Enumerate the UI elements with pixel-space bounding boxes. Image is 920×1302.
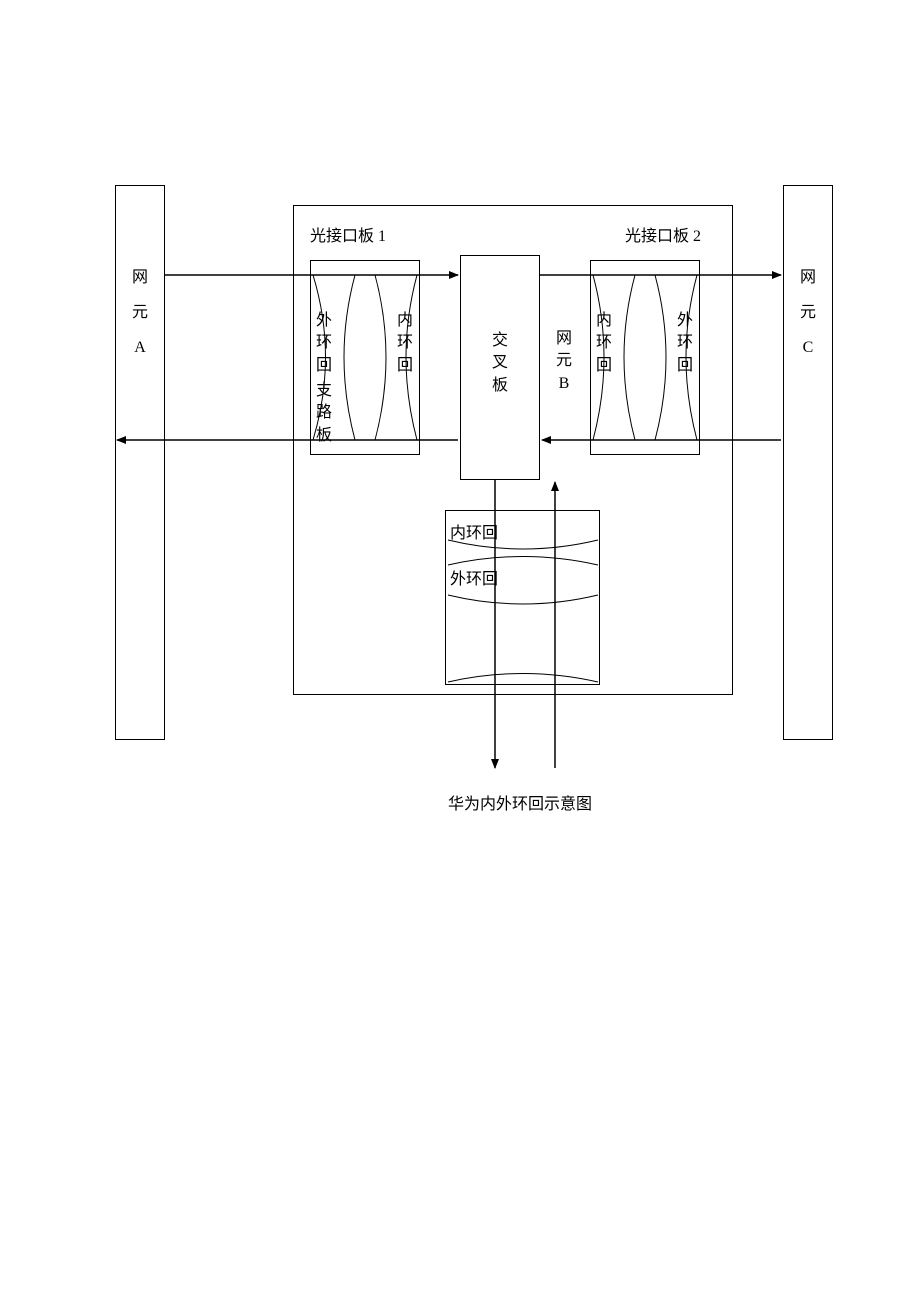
label-opt1-outer: 外环回 (316, 310, 332, 377)
label-opt2-outer: 外环回 (677, 310, 693, 377)
diagram-caption: 华为内外环回示意图 (430, 790, 610, 814)
title-opt1: 光接口板 1 (310, 225, 386, 249)
label-opt1-inner: 内环回 (397, 310, 413, 377)
label-cross: 交叉板 (492, 330, 508, 397)
diagram-canvas: 网元A 网元C 光接口板 1 光接口板 2 交叉板 外环回 支路板 内环回 内环… (0, 0, 920, 1302)
label-bottom-outer: 外环回 (450, 568, 498, 592)
label-ne-c: 网元C (800, 260, 816, 366)
label-branch: 支路板 (316, 380, 332, 447)
label-ne-a: 网元A (132, 260, 148, 366)
label-ne-b: 网元B (556, 328, 572, 395)
label-bottom-inner: 内环回 (450, 522, 498, 546)
title-opt2: 光接口板 2 (625, 225, 701, 249)
label-opt2-inner: 内环回 (596, 310, 612, 377)
